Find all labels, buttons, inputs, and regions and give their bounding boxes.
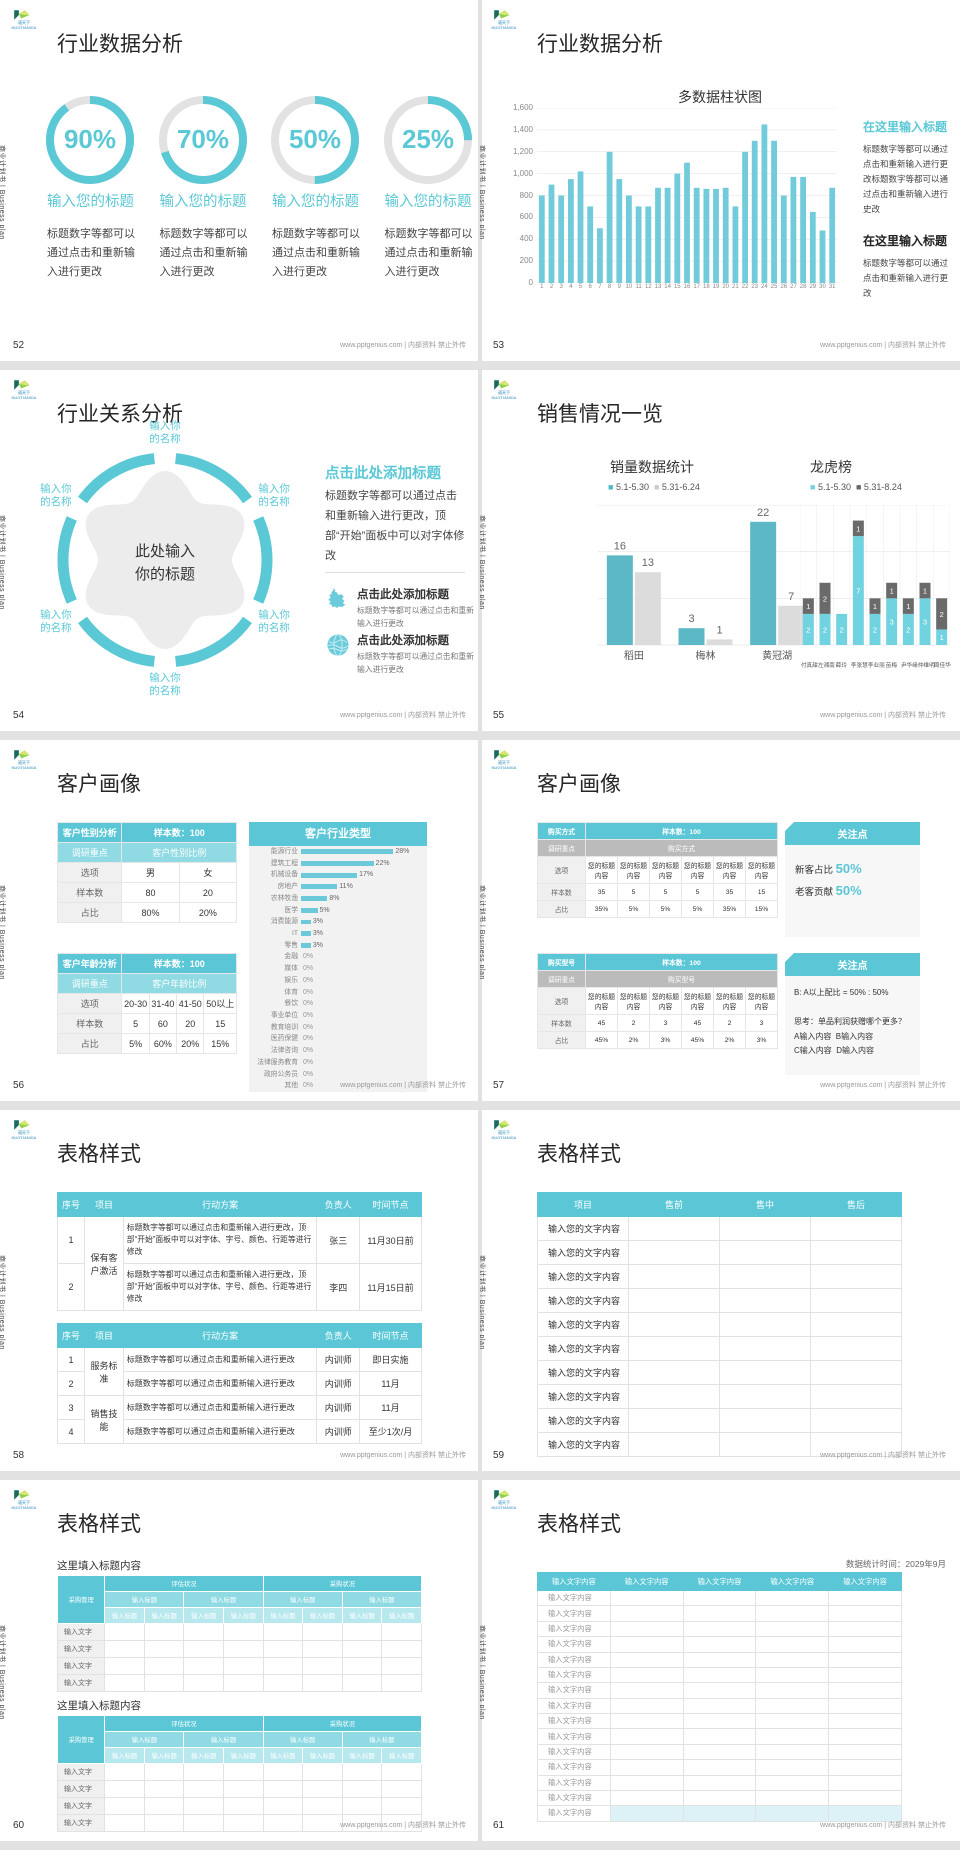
svg-text:1: 1 [923, 587, 927, 596]
svg-text:1: 1 [716, 624, 722, 636]
svg-text:1: 1 [806, 602, 810, 611]
svg-text:1: 1 [873, 602, 877, 611]
svg-text:2: 2 [906, 625, 910, 634]
svg-text:2: 2 [823, 625, 827, 634]
svg-text:7: 7 [856, 587, 860, 596]
svg-text:2: 2 [940, 610, 944, 619]
svg-text:2: 2 [873, 625, 877, 634]
svg-text:3: 3 [890, 618, 894, 627]
svg-text:16: 16 [614, 540, 626, 552]
svg-text:50%: 50% [289, 124, 341, 154]
svg-text:90%: 90% [64, 124, 116, 154]
svg-text:2: 2 [823, 594, 827, 603]
svg-text:1: 1 [890, 587, 894, 596]
svg-text:1: 1 [906, 602, 910, 611]
svg-text:黄冠湖: 黄冠湖 [762, 649, 792, 662]
svg-text:1: 1 [940, 633, 944, 642]
svg-text:25%: 25% [401, 124, 453, 154]
svg-text:1: 1 [856, 524, 860, 533]
svg-text:3: 3 [923, 618, 927, 627]
svg-text:稻田: 稻田 [624, 650, 644, 662]
svg-text:2: 2 [806, 625, 810, 634]
svg-text:22: 22 [757, 507, 769, 519]
svg-text:梅林: 梅林 [696, 649, 716, 662]
svg-text:3: 3 [688, 613, 694, 625]
svg-text:13: 13 [642, 557, 654, 569]
svg-text:2: 2 [840, 625, 844, 634]
svg-text:70%: 70% [176, 124, 228, 154]
svg-text:7: 7 [788, 591, 794, 603]
